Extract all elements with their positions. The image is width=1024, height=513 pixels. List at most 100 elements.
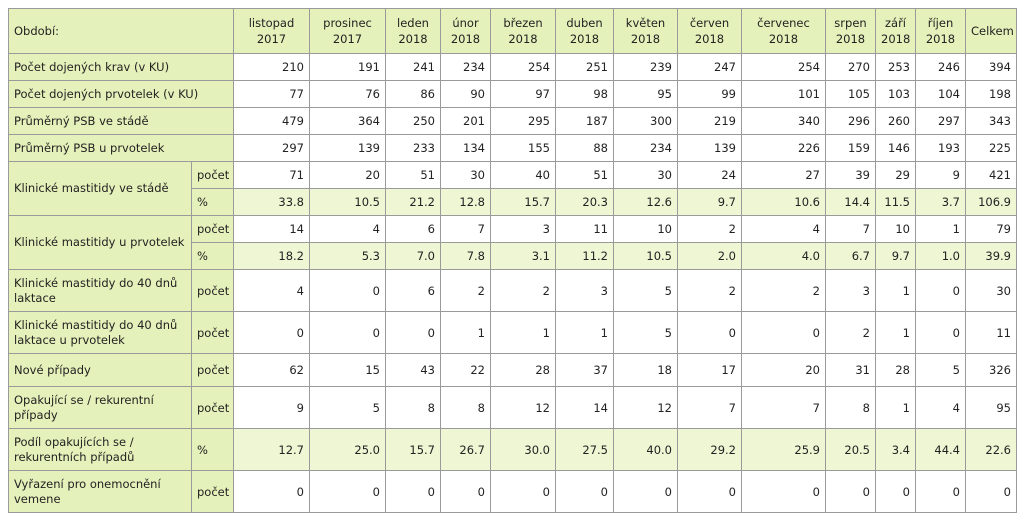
table-row: Klinické mastitidy ve stádě počet 71 20 51 30… bbox=[8, 161, 1017, 216]
value-cell: 18.2 bbox=[233, 242, 310, 270]
table-row: Opakující se / rekurentní případy počet 9 5… bbox=[8, 386, 1017, 429]
month-year: 2018 bbox=[768, 32, 799, 46]
value-cell: 234 bbox=[440, 53, 491, 81]
value-cell: 193 bbox=[915, 134, 966, 162]
month-header: červenec 2018 bbox=[741, 8, 826, 54]
value-cell: 3 bbox=[825, 269, 876, 312]
value-cell: 8 bbox=[385, 386, 441, 429]
total-cell: 394 bbox=[965, 53, 1017, 81]
value-cell: 300 bbox=[613, 107, 678, 135]
value-cell: 187 bbox=[555, 107, 614, 135]
value-cell: 0 bbox=[677, 311, 742, 354]
value-cell: 24 bbox=[677, 161, 742, 189]
value-cell: 51 bbox=[385, 161, 441, 189]
value-cell: 4.0 bbox=[741, 242, 826, 270]
value-cell: 191 bbox=[309, 53, 386, 81]
table-row: Počet dojených prvotelek (v KU) 77 76 86 90 9… bbox=[8, 80, 1017, 108]
value-cell: 88 bbox=[555, 134, 614, 162]
value-cell: 210 bbox=[233, 53, 310, 81]
value-cell: 0 bbox=[915, 311, 966, 354]
row-label: Klinické mastitidy ve stádě bbox=[8, 161, 192, 216]
value-cell: 5 bbox=[309, 386, 386, 429]
value-cell: 14 bbox=[233, 215, 310, 243]
table-row: Vyřazení pro onemocnění vemene počet 0 0 0 0 0… bbox=[8, 470, 1017, 513]
period-header: Období: bbox=[8, 8, 234, 54]
value-cell: 3.4 bbox=[875, 428, 916, 471]
value-cell: 251 bbox=[555, 53, 614, 81]
value-cell: 0 bbox=[825, 470, 876, 513]
total-cell: 95 bbox=[965, 386, 1017, 429]
month-year: 2017 bbox=[332, 32, 363, 46]
total-cell: 22.6 bbox=[965, 428, 1017, 471]
unit-label: počet bbox=[191, 311, 234, 354]
row-label: Nové případy bbox=[8, 353, 192, 387]
value-cell: 7 bbox=[440, 215, 491, 243]
row-label: Počet dojených prvotelek (v KU) bbox=[8, 80, 234, 108]
month-header: duben 2018 bbox=[555, 8, 614, 54]
value-cell: 340 bbox=[741, 107, 826, 135]
value-cell: 1 bbox=[875, 311, 916, 354]
value-cell: 10.5 bbox=[309, 188, 386, 216]
value-cell: 4 bbox=[233, 269, 310, 312]
table-row: Průměrný PSB ve stádě 479 364 250 201 295 187 3… bbox=[8, 107, 1017, 135]
mastitis-data-table: Období: listopad 2017 prosinec 2017 leden 201… bbox=[8, 8, 1017, 513]
month-header: prosinec 2017 bbox=[309, 8, 386, 54]
value-cell: 219 bbox=[677, 107, 742, 135]
value-cell: 2 bbox=[741, 269, 826, 312]
value-cell: 37 bbox=[555, 353, 614, 387]
value-cell: 8 bbox=[825, 386, 876, 429]
value-cell: 97 bbox=[490, 80, 556, 108]
month-year: 2018 bbox=[925, 32, 956, 46]
month-name: únor bbox=[452, 16, 479, 30]
value-cell: 3 bbox=[555, 269, 614, 312]
value-cell: 27 bbox=[741, 161, 826, 189]
unit-label: počet bbox=[191, 161, 234, 189]
value-cell: 260 bbox=[875, 107, 916, 135]
total-cell: 11 bbox=[965, 311, 1017, 354]
value-cell: 14 bbox=[555, 386, 614, 429]
total-cell: 30 bbox=[965, 269, 1017, 312]
value-cell: 201 bbox=[440, 107, 491, 135]
value-cell: 12.8 bbox=[440, 188, 491, 216]
total-cell: 225 bbox=[965, 134, 1017, 162]
value-cell: 9.7 bbox=[677, 188, 742, 216]
total-cell: 326 bbox=[965, 353, 1017, 387]
total-cell: 39.9 bbox=[965, 242, 1017, 270]
value-cell: 51 bbox=[555, 161, 614, 189]
value-cell: 39 bbox=[825, 161, 876, 189]
month-header: květen 2018 bbox=[613, 8, 678, 54]
table-row: Klinické mastitidy u prvotelek počet 14 4 6 7… bbox=[8, 215, 1017, 270]
month-year: 2018 bbox=[881, 32, 911, 46]
value-cell: 0 bbox=[555, 470, 614, 513]
row-label: Podíl opakujících se / rekurentních příp… bbox=[8, 428, 192, 471]
value-cell: 2 bbox=[677, 269, 742, 312]
value-cell: 20.3 bbox=[555, 188, 614, 216]
table-row: Podíl opakujících se / rekurentních příp… bbox=[8, 428, 1017, 471]
value-cell: 12 bbox=[490, 386, 556, 429]
value-cell: 20 bbox=[741, 353, 826, 387]
value-cell: 27.5 bbox=[555, 428, 614, 471]
month-year: 2018 bbox=[450, 32, 481, 46]
value-cell: 8 bbox=[440, 386, 491, 429]
value-cell: 71 bbox=[233, 161, 310, 189]
value-cell: 40.0 bbox=[613, 428, 678, 471]
value-cell: 4 bbox=[309, 215, 386, 243]
value-cell: 1 bbox=[555, 311, 614, 354]
value-cell: 10 bbox=[613, 215, 678, 243]
value-cell: 101 bbox=[741, 80, 826, 108]
value-cell: 239 bbox=[613, 53, 678, 81]
value-cell: 295 bbox=[490, 107, 556, 135]
value-cell: 7.0 bbox=[385, 242, 441, 270]
month-year: 2018 bbox=[835, 32, 866, 46]
row-label: Průměrný PSB u prvotelek bbox=[8, 134, 234, 162]
unit-label: počet bbox=[191, 353, 234, 387]
value-cell: 5 bbox=[613, 311, 678, 354]
value-cell: 86 bbox=[385, 80, 441, 108]
total-cell: 0 bbox=[965, 470, 1017, 513]
value-cell: 134 bbox=[440, 134, 491, 162]
value-cell: 2 bbox=[440, 269, 491, 312]
value-cell: 104 bbox=[915, 80, 966, 108]
value-cell: 30 bbox=[440, 161, 491, 189]
value-cell: 159 bbox=[825, 134, 876, 162]
value-cell: 0 bbox=[613, 470, 678, 513]
